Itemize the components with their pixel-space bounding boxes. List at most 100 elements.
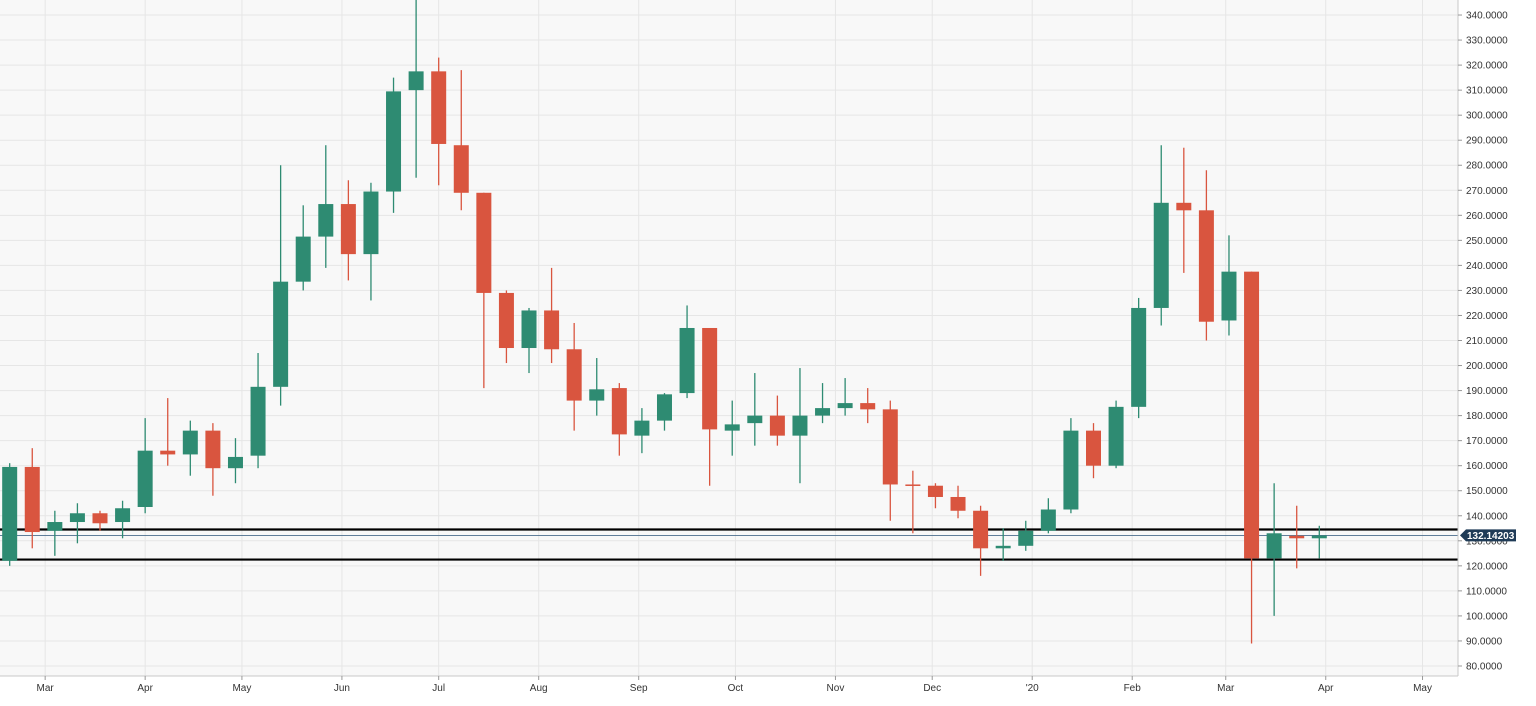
candle-body: [1266, 533, 1282, 559]
candle-body: [69, 513, 85, 523]
candle-body: [656, 394, 672, 421]
candle: [363, 182, 379, 301]
candle-body: [227, 456, 243, 469]
candle-body: [702, 327, 718, 430]
x-tick-label: Nov: [827, 683, 845, 694]
y-tick-label: 220.0000: [1466, 311, 1508, 322]
candle: [386, 77, 402, 213]
candle-body: [1289, 535, 1305, 539]
candle: [656, 393, 672, 431]
candle: [792, 368, 808, 484]
candle-body: [182, 430, 198, 455]
candle: [408, 0, 424, 178]
candle: [318, 145, 334, 268]
candle-body: [973, 510, 989, 549]
candle: [1108, 400, 1124, 469]
x-tick-label: Sep: [630, 683, 648, 694]
candle-body: [566, 349, 582, 401]
x-tick-label: Dec: [923, 683, 941, 694]
y-tick-label: 160.0000: [1466, 461, 1508, 472]
current-price-label: 132.14203: [1467, 531, 1515, 542]
candle: [1086, 423, 1101, 479]
candle-body: [1040, 509, 1056, 531]
candle: [611, 383, 627, 456]
y-tick-label: 200.0000: [1466, 361, 1508, 372]
candle-body: [295, 236, 311, 282]
x-tick-label: May: [1413, 683, 1432, 694]
candle: [747, 373, 763, 446]
candle: [860, 388, 876, 424]
candle: [521, 307, 537, 374]
candle-body: [1198, 210, 1214, 322]
y-tick-label: 190.0000: [1466, 386, 1508, 397]
y-tick-label: 140.0000: [1466, 511, 1508, 522]
y-tick-label: 250.0000: [1466, 236, 1508, 247]
candle: [589, 358, 605, 416]
x-tick-label: '20: [1026, 683, 1039, 694]
x-tick-label: Jul: [432, 683, 445, 694]
candle-body: [905, 484, 921, 486]
candle-body: [882, 409, 898, 485]
y-tick-label: 270.0000: [1466, 186, 1508, 197]
candle: [1018, 520, 1034, 551]
candle-body: [995, 545, 1011, 549]
candle: [182, 420, 198, 476]
candle-body: [544, 310, 560, 350]
candle: [340, 180, 356, 281]
x-tick-label: Aug: [530, 683, 548, 694]
candle-body: [386, 91, 402, 192]
y-tick-label: 300.0000: [1466, 111, 1508, 122]
candle: [1063, 418, 1079, 514]
candle-body: [1131, 307, 1147, 407]
candle-body: [24, 466, 40, 533]
candle: [995, 528, 1011, 561]
candle-body: [724, 424, 740, 431]
candle-body: [1153, 202, 1169, 308]
candle-body: [792, 415, 808, 436]
candle: [227, 438, 243, 484]
candle-body: [769, 415, 785, 436]
y-tick-label: 230.0000: [1466, 286, 1508, 297]
y-tick-label: 290.0000: [1466, 136, 1508, 147]
candle: [1311, 525, 1327, 559]
axes: 80.0000 90.0000 100.0000 110.0000 120.0000 13…: [0, 0, 1508, 694]
candle-body: [2, 466, 18, 561]
candle-body: [318, 204, 334, 237]
candle: [634, 408, 650, 454]
candle: [160, 398, 176, 466]
candle: [295, 205, 311, 291]
candle: [1221, 235, 1237, 336]
candle: [69, 503, 85, 544]
current-price-marker: 132.14203: [1460, 529, 1516, 542]
plot-area: [0, 0, 1458, 676]
y-tick-label: 210.0000: [1466, 336, 1508, 347]
y-tick-label: 330.0000: [1466, 36, 1508, 47]
candle: [250, 353, 266, 469]
candle-body: [47, 522, 63, 531]
x-tick-label: Apr: [137, 683, 153, 694]
candle: [1040, 498, 1056, 534]
y-tick-label: 320.0000: [1466, 61, 1508, 72]
x-tick-label: Mar: [37, 683, 55, 694]
candle-body: [453, 145, 469, 193]
candle-body: [679, 327, 695, 394]
candle-body: [837, 403, 853, 409]
candle-body: [340, 204, 356, 255]
candle: [815, 383, 831, 424]
candle-body: [115, 508, 131, 523]
candle: [837, 378, 853, 416]
candle: [724, 400, 740, 456]
candle: [1198, 170, 1214, 341]
y-tick-label: 170.0000: [1466, 436, 1508, 447]
y-tick-label: 240.0000: [1466, 261, 1508, 272]
candle: [927, 483, 943, 509]
candle: [882, 400, 898, 521]
candle: [769, 395, 785, 446]
candle-body: [92, 513, 108, 524]
y-tick-label: 280.0000: [1466, 161, 1508, 172]
gridlines: [0, 0, 1458, 676]
candle-body: [1244, 271, 1260, 559]
x-tick-label: Mar: [1217, 683, 1235, 694]
